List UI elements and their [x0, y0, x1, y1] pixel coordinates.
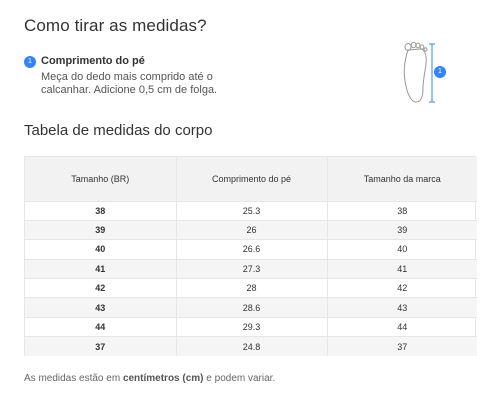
- cell-size-br: 37: [25, 337, 176, 356]
- cell-foot-length: 26: [176, 220, 327, 239]
- step-title: Comprimento do pé: [41, 55, 145, 67]
- cell-brand-size: 44: [327, 317, 477, 336]
- cell-size-br: 43: [25, 298, 176, 317]
- section-title-size-table: Tabela de medidas do corpo: [24, 122, 212, 139]
- cell-foot-length: 28: [176, 279, 327, 298]
- cell-size-br: 44: [25, 317, 176, 336]
- cell-brand-size: 42: [327, 279, 477, 298]
- table-row: 42 28 42: [25, 279, 477, 298]
- column-header-foot-length: Comprimento do pé: [176, 157, 327, 201]
- footnote-unit: centímetros (cm): [123, 373, 204, 384]
- table-header-row: Tamanho (BR) Comprimento do pé Tamanho d…: [25, 157, 477, 201]
- footnote-suffix: e podem variar.: [204, 373, 276, 384]
- table-row: 43 28.6 43: [25, 298, 477, 317]
- cell-foot-length: 24.8: [176, 337, 327, 356]
- cell-brand-size: 39: [327, 220, 477, 239]
- table-row: 38 25.3 38: [25, 201, 477, 220]
- cell-size-br: 41: [25, 259, 176, 278]
- cell-size-br: 40: [25, 240, 176, 259]
- cell-brand-size: 41: [327, 259, 477, 278]
- cell-brand-size: 38: [327, 201, 477, 220]
- section-title-how-to-measure: Como tirar as medidas?: [24, 16, 207, 36]
- column-header-brand-size: Tamanho da marca: [327, 157, 477, 201]
- table-row: 37 24.8 37: [25, 337, 477, 356]
- cell-brand-size: 43: [327, 298, 477, 317]
- cell-foot-length: 26.6: [176, 240, 327, 259]
- footnote-prefix: As medidas estão em: [24, 373, 123, 384]
- cell-brand-size: 37: [327, 337, 477, 356]
- step-description: Meça do dedo mais comprido até o calcanh…: [41, 71, 226, 97]
- cell-foot-length: 28.6: [176, 298, 327, 317]
- table-row: 44 29.3 44: [25, 317, 477, 336]
- footnote: As medidas estão em centímetros (cm) e p…: [24, 373, 275, 384]
- column-header-size-br: Tamanho (BR): [25, 157, 176, 201]
- step-number-badge: 1: [24, 56, 36, 68]
- foot-illustration: 1: [394, 40, 450, 106]
- size-table: Tamanho (BR) Comprimento do pé Tamanho d…: [25, 157, 477, 356]
- cell-brand-size: 40: [327, 240, 477, 259]
- table-row: 40 26.6 40: [25, 240, 477, 259]
- cell-size-br: 42: [25, 279, 176, 298]
- illustration-marker: 1: [434, 66, 446, 78]
- table-row: 39 26 39: [25, 220, 477, 239]
- cell-size-br: 38: [25, 201, 176, 220]
- cell-size-br: 39: [25, 220, 176, 239]
- marker-number: 1: [438, 68, 442, 75]
- table-row: 41 27.3 41: [25, 259, 477, 278]
- cell-foot-length: 27.3: [176, 259, 327, 278]
- size-table-container: Tamanho (BR) Comprimento do pé Tamanho d…: [24, 156, 476, 356]
- cell-foot-length: 29.3: [176, 317, 327, 336]
- cell-foot-length: 25.3: [176, 201, 327, 220]
